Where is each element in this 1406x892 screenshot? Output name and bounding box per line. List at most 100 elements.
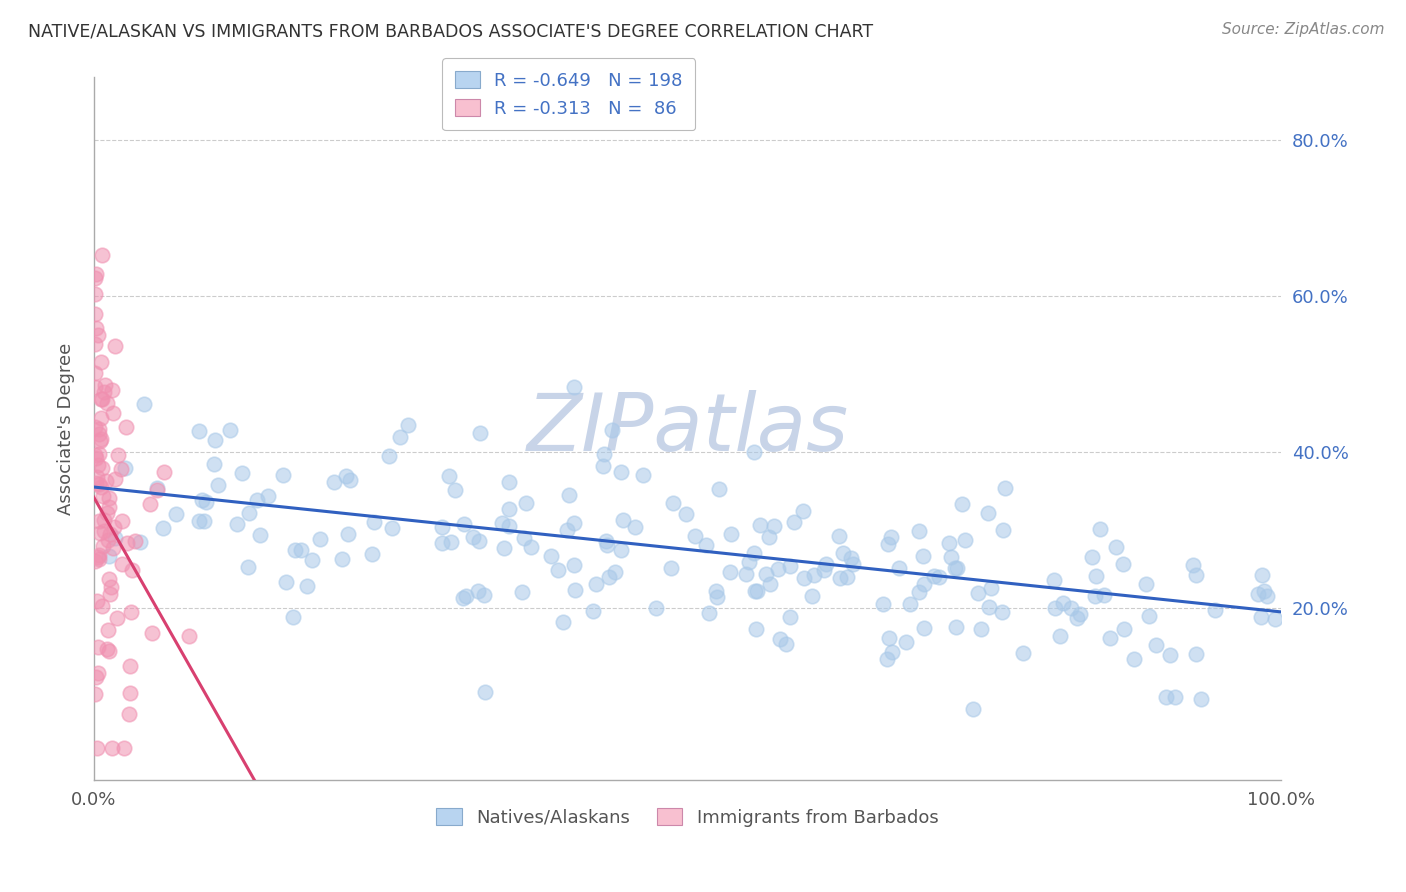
Point [225,516,247,531]
Point [769,632,792,646]
Point [389,430,412,444]
Point [1247,587,1270,601]
Point [105,611,128,625]
Point [98,644,121,658]
Point [238,506,260,520]
Point [747,584,769,599]
Point [706,590,728,604]
Point [94,378,117,392]
Point [498,502,520,516]
Point [1081,550,1104,565]
Point [1184,647,1206,661]
Point [84,320,107,334]
Point [1123,652,1146,666]
Point [610,465,633,479]
Point [697,606,720,620]
Point [907,584,929,599]
Point [966,585,988,599]
Point [792,504,814,518]
Point [952,497,974,511]
Point [720,527,742,541]
Point [86,549,108,564]
Point [93,524,115,538]
Point [396,417,419,432]
Point [1084,569,1107,583]
Point [991,605,1014,619]
Point [912,577,935,591]
Point [912,549,935,563]
Point [193,514,215,528]
Point [1159,648,1181,662]
Point [191,493,214,508]
Point [513,532,536,546]
Point [555,523,578,537]
Point [945,620,967,634]
Point [1250,610,1272,624]
Point [290,543,312,558]
Point [84,687,107,701]
Point [378,449,401,463]
Point [718,565,741,579]
Point [1104,540,1126,554]
Point [991,524,1014,538]
Point [89,548,111,562]
Point [124,534,146,549]
Point [87,515,110,529]
Point [470,426,492,441]
Point [1069,607,1091,621]
Point [430,520,453,534]
Point [114,461,136,475]
Point [515,495,537,509]
Point [301,552,323,566]
Point [768,562,790,576]
Point [1181,558,1204,572]
Point [453,517,475,532]
Point [91,540,114,554]
Point [194,495,217,509]
Point [1066,611,1088,625]
Text: NATIVE/ALASKAN VS IMMIGRANTS FROM BARBADOS ASSOCIATE'S DEGREE CORRELATION CHART: NATIVE/ALASKAN VS IMMIGRANTS FROM BARBAD… [28,22,873,40]
Point [745,622,768,636]
Point [84,380,107,394]
Y-axis label: Associate's Degree: Associate's Degree [58,343,75,515]
Point [152,465,174,479]
Point [86,741,108,756]
Point [84,476,107,491]
Point [783,516,806,530]
Point [273,467,295,482]
Point [922,568,945,582]
Point [1052,596,1074,610]
Point [1012,646,1035,660]
Point [941,549,963,564]
Point [813,563,835,577]
Point [115,536,138,550]
Point [1090,522,1112,536]
Point [551,615,574,629]
Point [592,458,614,473]
Point [704,584,727,599]
Point [90,248,112,262]
Point [598,570,620,584]
Point [547,563,569,577]
Point [89,526,111,541]
Point [146,481,169,495]
Point [100,383,122,397]
Point [605,565,627,579]
Point [432,535,454,549]
Point [94,474,117,488]
Point [908,524,931,539]
Point [1184,568,1206,582]
Point [236,560,259,574]
Point [439,469,461,483]
Point [257,489,280,503]
Point [440,535,463,549]
Point [90,432,112,446]
Point [84,366,107,380]
Point [84,307,107,321]
Point [454,589,477,603]
Point [1164,690,1187,704]
Point [100,580,122,594]
Point [177,629,200,643]
Point [84,336,107,351]
Point [84,448,107,462]
